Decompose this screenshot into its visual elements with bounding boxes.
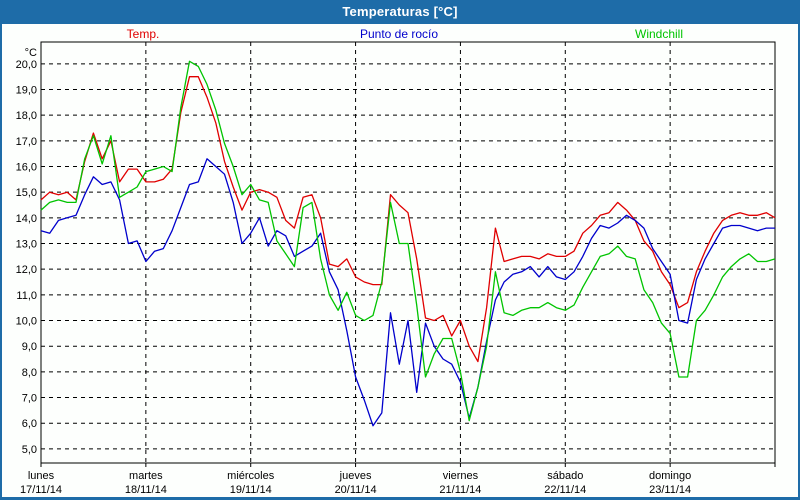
temp-series [40, 76, 776, 363]
y-axis-tick-label: 8,0 [22, 367, 37, 379]
y-axis-tick-label: 17,0 [16, 136, 37, 148]
y-axis-tick-label: 19,0 [16, 84, 37, 96]
x-axis-date-label: 17/11/14 [20, 484, 62, 496]
y-axis-tick-label: 20,0 [16, 59, 37, 71]
y-axis-tick-label: 7,0 [22, 393, 37, 405]
y-axis-tick-label: 12,0 [16, 264, 37, 276]
y-axis-tick-label: 5,0 [22, 444, 37, 456]
y-axis-tick-label: 13,0 [16, 239, 37, 251]
x-axis-date-label: 21/11/14 [439, 484, 481, 496]
plot-frame [40, 41, 776, 464]
dew-point-series [40, 158, 775, 427]
y-axis-tick-label: 15,0 [16, 187, 37, 199]
x-axis-date-label: 19/11/14 [230, 484, 272, 496]
legend-item-temp: Temp. [126, 27, 160, 41]
y-axis-tick-label: 6,0 [22, 418, 37, 430]
y-axis-tick-label: 9,0 [22, 341, 37, 353]
y-axis-tick-label: 14,0 [16, 213, 37, 225]
title-bar: Temperaturas [°C] [2, 0, 798, 24]
legend-item-dew-point: Punto de rocío [359, 27, 439, 41]
legend-item-windchill: Windchill [634, 27, 684, 41]
windchill-series [40, 60, 776, 422]
x-axis-day-label: sábado [547, 470, 583, 482]
x-axis-date-label: 23/11/14 [649, 484, 691, 496]
y-axis-unit-label: °C [25, 47, 37, 59]
y-axis-tick-label: 18,0 [16, 110, 37, 122]
x-axis-day-label: lunes [28, 470, 55, 482]
y-axis-tick-label: 16,0 [16, 162, 37, 174]
x-axis-day-label: jueves [339, 470, 372, 482]
y-axis-tick-label: 11,0 [16, 290, 37, 302]
x-axis-day-label: domingo [649, 470, 691, 482]
x-axis-day-label: viernes [443, 470, 479, 482]
x-axis-day-label: miércoles [227, 470, 275, 482]
y-axis-tick-label: 10,0 [16, 316, 37, 328]
x-axis-date-label: 22/11/14 [544, 484, 586, 496]
chart-title: Temperaturas [°C] [342, 4, 458, 19]
x-axis-date-label: 20/11/14 [335, 484, 377, 496]
x-axis-day-label: martes [129, 470, 163, 482]
x-axis-date-label: 18/11/14 [125, 484, 167, 496]
